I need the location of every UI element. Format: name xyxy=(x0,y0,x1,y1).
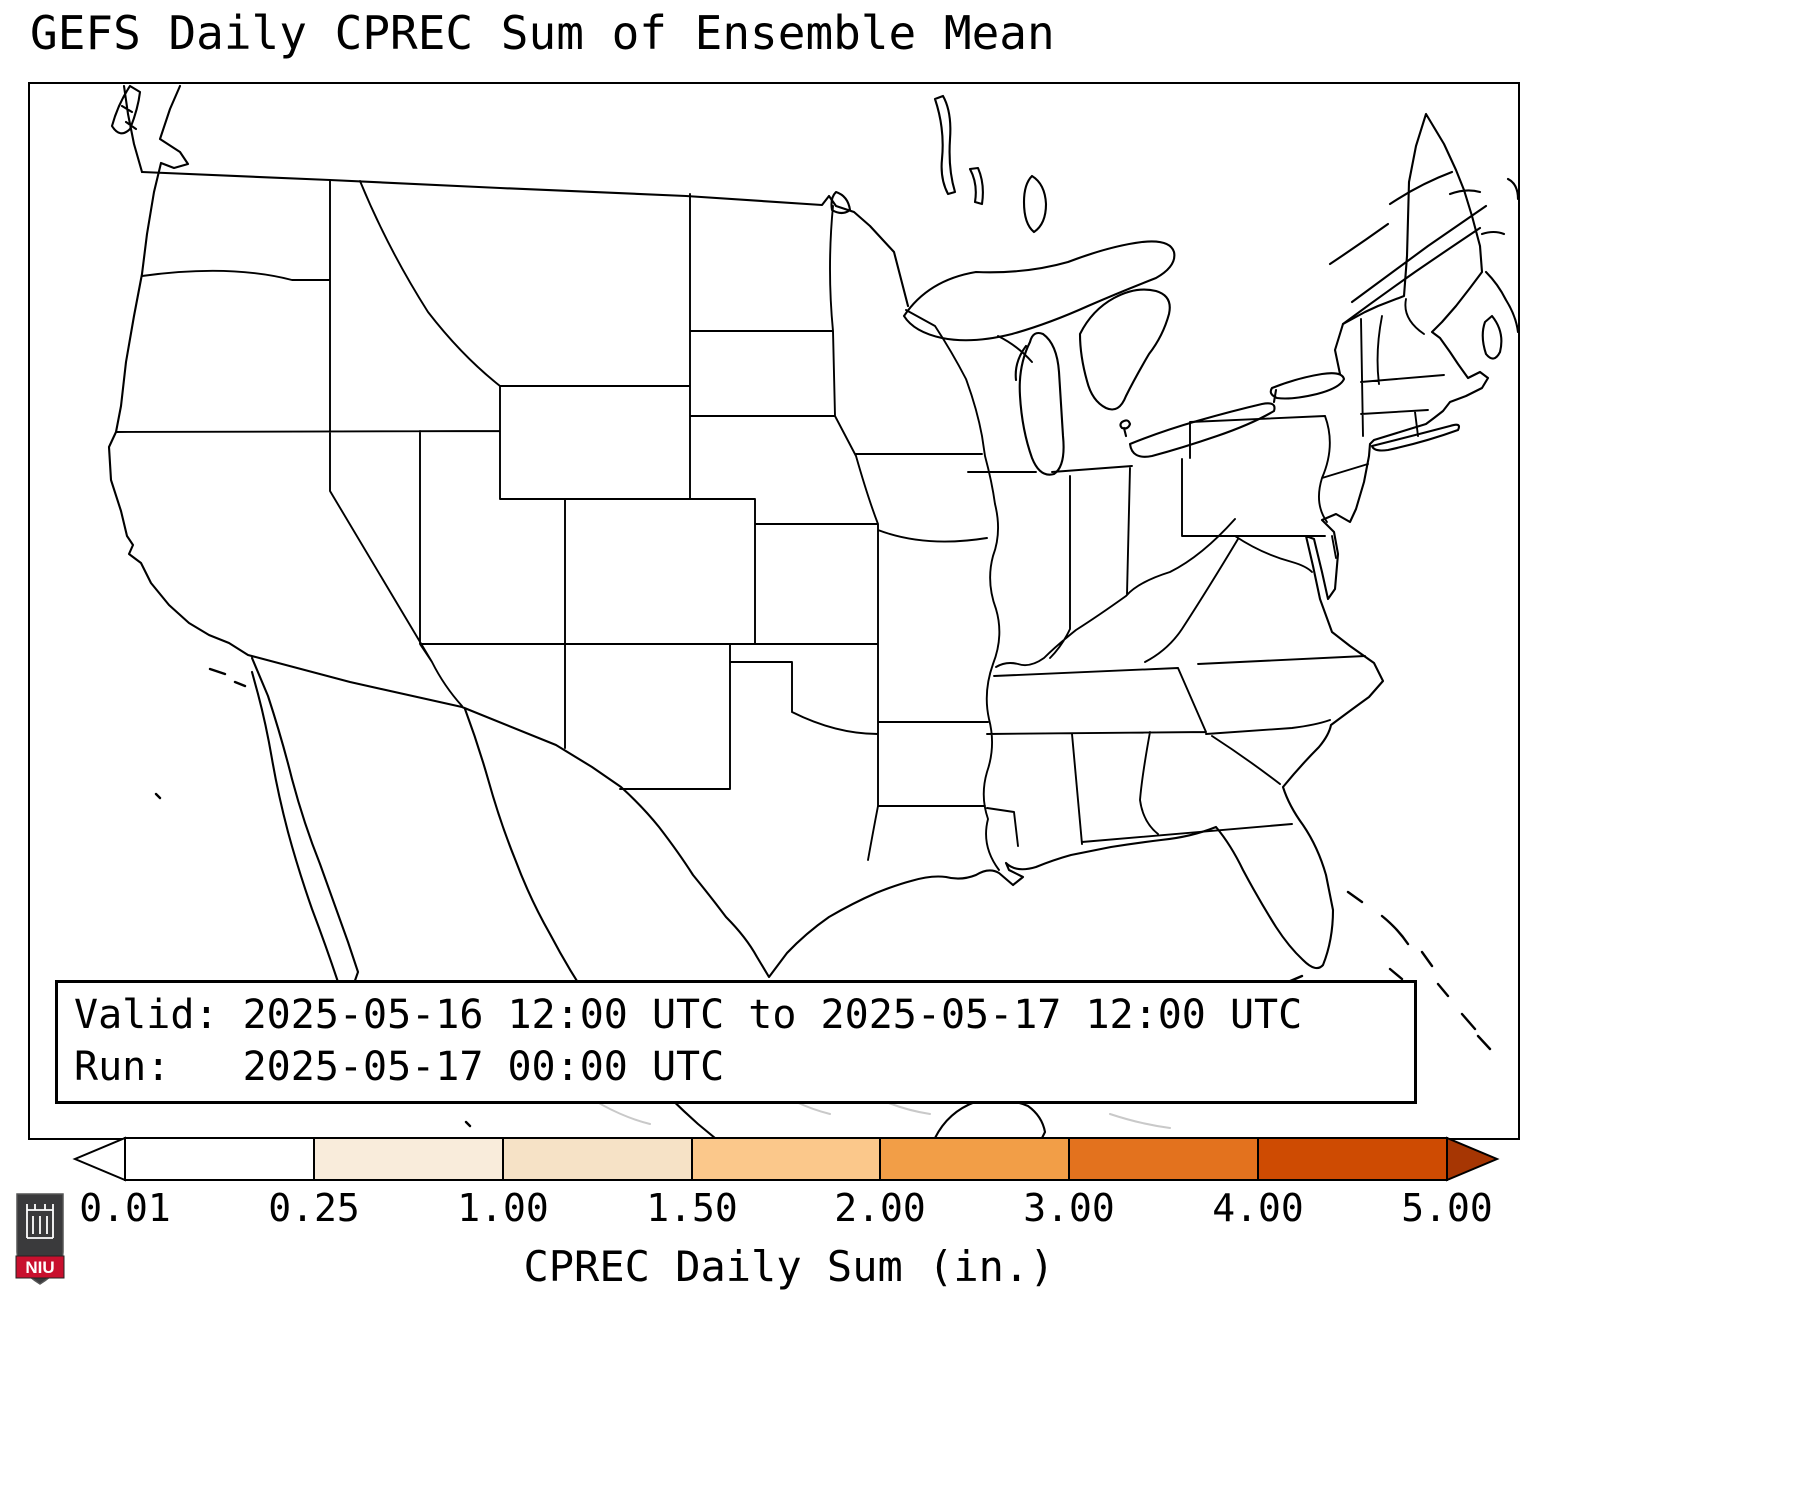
colorbar-tick: 4.00 xyxy=(1212,1186,1304,1230)
niu-banner xyxy=(15,1255,65,1279)
page-title: GEFS Daily CPREC Sum of Ensemble Mean xyxy=(30,6,1055,60)
run-time-text: Run: 2025-05-17 00:00 UTC xyxy=(74,1044,725,1090)
canada-detail-lines xyxy=(110,84,1518,360)
great-lakes xyxy=(902,240,1346,476)
colorbar-tick: 3.00 xyxy=(1023,1186,1115,1230)
colorbar xyxy=(72,1136,1500,1182)
colorbar-segment xyxy=(124,1137,315,1181)
niu-castle-icon xyxy=(26,1204,54,1239)
colorbar-tick: 1.50 xyxy=(646,1186,738,1230)
colorbar-tick: 1.00 xyxy=(457,1186,549,1230)
colorbar-segment xyxy=(502,1137,693,1181)
colorbar-segment xyxy=(879,1137,1070,1181)
colorbar-axis-label: CPREC Daily Sum (in.) xyxy=(523,1242,1055,1291)
colorbar-tick: 0.25 xyxy=(268,1186,360,1230)
niu-banner-text: NIU xyxy=(25,1258,54,1277)
coastline xyxy=(107,84,1490,979)
timestamp-box: Valid: 2025-05-16 12:00 UTC to 2025-05-1… xyxy=(55,980,1417,1104)
colorbar-tick: 2.00 xyxy=(834,1186,926,1230)
map-frame: Valid: 2025-05-16 12:00 UTC to 2025-05-1… xyxy=(28,82,1520,1140)
colorbar-segment xyxy=(691,1137,881,1181)
canada-border xyxy=(140,170,910,308)
colorbar-tick: 5.00 xyxy=(1401,1186,1493,1230)
colorbar-tick: 0.01 xyxy=(79,1186,171,1230)
valid-time-text: Valid: 2025-05-16 12:00 UTC to 2025-05-1… xyxy=(74,992,1303,1038)
long-island xyxy=(1370,423,1461,452)
colorbar-segment xyxy=(1257,1137,1448,1181)
colorbar-ticks: 0.01 0.25 1.00 1.50 2.00 3.00 4.00 5.00 xyxy=(69,1186,1509,1232)
state-borders xyxy=(115,179,1445,871)
colorbar-extend-right xyxy=(1446,1136,1500,1182)
colorbar-segment xyxy=(313,1137,504,1181)
colorbar-extend-left xyxy=(72,1136,126,1182)
niu-logo: NIU xyxy=(15,1193,65,1285)
colorbar-segment xyxy=(1068,1137,1259,1181)
